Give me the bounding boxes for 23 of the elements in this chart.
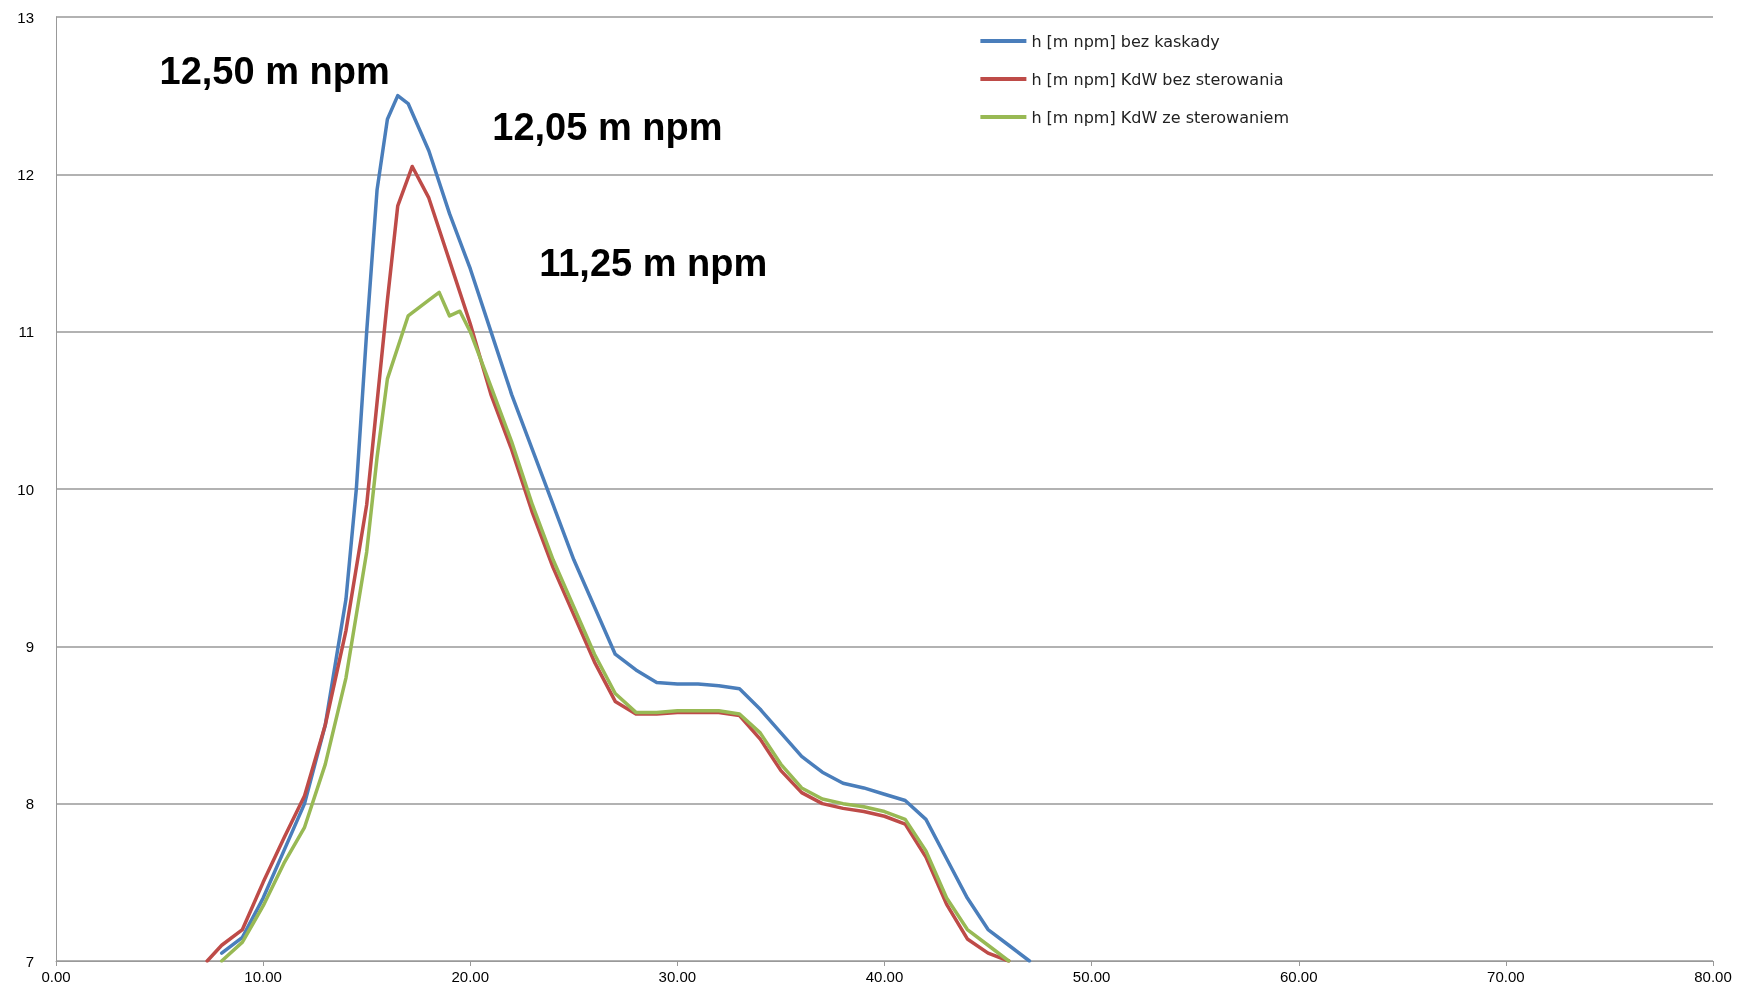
y-tick-label: 11 <box>18 323 34 341</box>
y-tick-label: 13 <box>17 8 34 26</box>
annotation: 12,50 m npm <box>159 49 390 92</box>
x-tick-label: 20.00 <box>451 968 490 985</box>
y-tick-label: 10 <box>17 480 34 498</box>
annotation: 12,05 m npm <box>492 106 723 149</box>
legend-label: h [m npm] bez kaskady <box>1031 31 1220 51</box>
y-tick-label: 9 <box>25 637 34 655</box>
y-tick-label: 8 <box>25 795 34 813</box>
x-tick-label: 0.00 <box>41 968 71 985</box>
x-tick-label: 40.00 <box>865 968 904 985</box>
x-tick-label: 30.00 <box>658 968 697 985</box>
legend-label: h [m npm] KdW ze sterowaniem <box>1031 107 1289 127</box>
x-tick-label: 50.00 <box>1072 968 1111 985</box>
x-tick-label: 10.00 <box>244 968 282 985</box>
y-tick-label: 12 <box>17 165 34 183</box>
y-tick-label: 7 <box>25 952 34 970</box>
line-series <box>219 290 1011 963</box>
x-tick-label: 70.00 <box>1487 968 1525 985</box>
x-tick-label: 80.00 <box>1694 968 1732 985</box>
legend-label: h [m npm] KdW bez sterowania <box>1031 69 1284 89</box>
annotation: 11,25 m npm <box>539 242 768 285</box>
x-tick-label: 60.00 <box>1279 968 1318 985</box>
